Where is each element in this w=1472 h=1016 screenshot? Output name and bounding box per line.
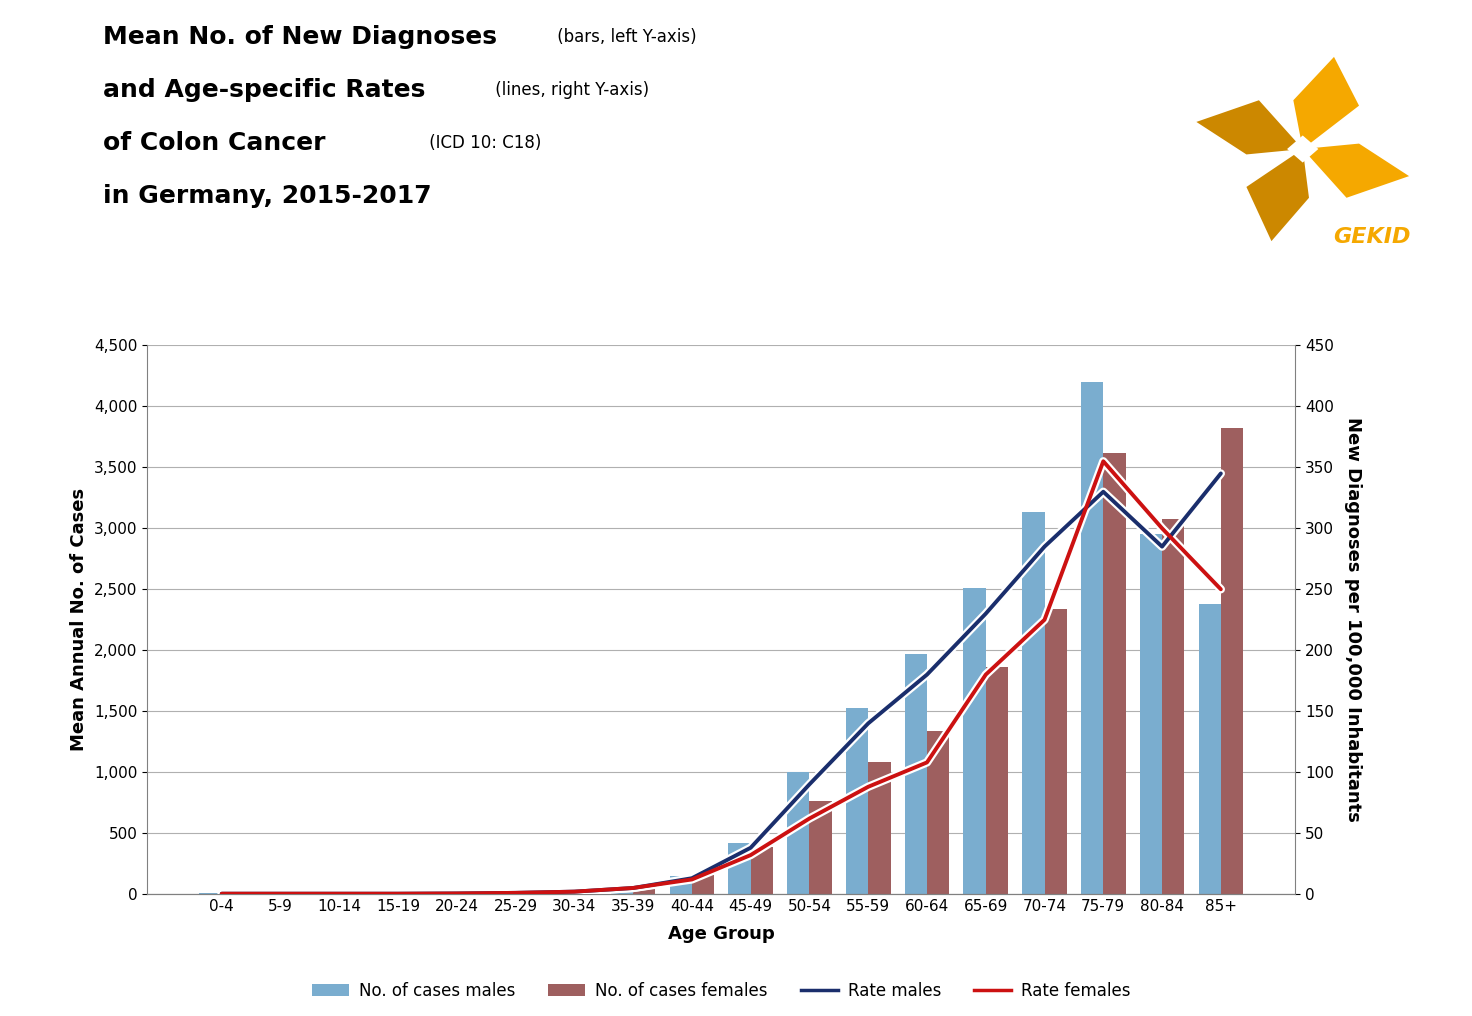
Bar: [751, 846, 773, 894]
Bar: [905, 654, 927, 894]
Bar: [986, 668, 1008, 894]
Bar: [552, 890, 574, 894]
Text: of Colon Cancer: of Colon Cancer: [103, 131, 325, 155]
Bar: [692, 875, 714, 894]
Polygon shape: [1287, 135, 1319, 163]
Bar: [670, 876, 692, 894]
Bar: [434, 893, 456, 894]
Polygon shape: [1197, 101, 1303, 154]
Text: (lines, right Y-axis): (lines, right Y-axis): [490, 81, 649, 100]
Polygon shape: [1294, 57, 1359, 149]
Bar: [1045, 609, 1067, 894]
Bar: [515, 892, 537, 894]
Bar: [868, 762, 891, 894]
Bar: [633, 886, 655, 894]
Bar: [1104, 453, 1126, 894]
Text: Mean No. of New Diagnoses: Mean No. of New Diagnoses: [103, 25, 498, 50]
Text: in Germany, 2015-2017: in Germany, 2015-2017: [103, 184, 431, 208]
Bar: [846, 707, 868, 894]
Polygon shape: [1303, 143, 1409, 198]
Bar: [574, 890, 596, 894]
Bar: [1198, 604, 1220, 894]
Bar: [927, 731, 949, 894]
Legend: No. of cases males, No. of cases females, Rate males, Rate females: No. of cases males, No. of cases females…: [305, 975, 1138, 1007]
Text: (ICD 10: C18): (ICD 10: C18): [424, 134, 542, 152]
Bar: [1161, 518, 1185, 894]
Text: GEKID: GEKID: [1332, 227, 1410, 247]
Bar: [493, 892, 515, 894]
Bar: [788, 772, 810, 894]
Bar: [1080, 382, 1104, 894]
Bar: [810, 802, 832, 894]
Polygon shape: [1247, 149, 1309, 241]
Y-axis label: New Diagnoses per 100,000 Inhabitants: New Diagnoses per 100,000 Inhabitants: [1344, 418, 1362, 822]
Text: and Age-specific Rates: and Age-specific Rates: [103, 78, 425, 103]
Y-axis label: Mean Annual No. of Cases: Mean Annual No. of Cases: [71, 489, 88, 751]
Bar: [611, 887, 633, 894]
Bar: [1139, 534, 1161, 894]
X-axis label: Age Group: Age Group: [668, 925, 774, 943]
Bar: [1022, 512, 1045, 894]
Bar: [963, 588, 986, 894]
Bar: [729, 843, 751, 894]
Text: (bars, left Y-axis): (bars, left Y-axis): [552, 28, 696, 47]
Bar: [456, 893, 480, 894]
Bar: [1220, 429, 1244, 894]
